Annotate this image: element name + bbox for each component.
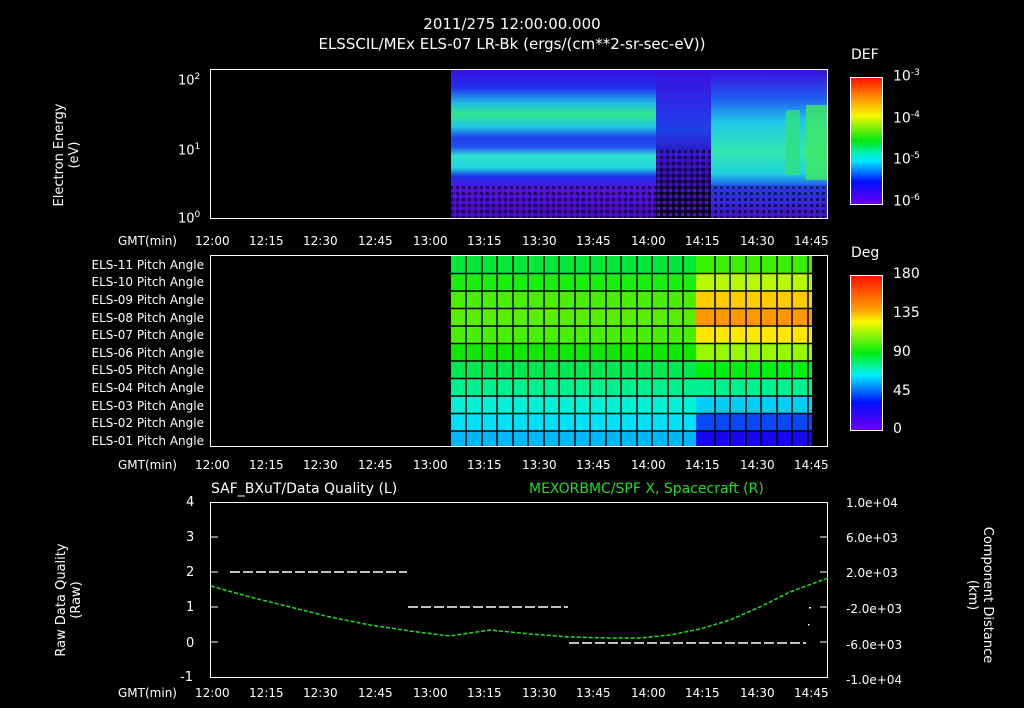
xtick: 13:00 bbox=[413, 458, 448, 472]
lineplot-right-title: MEXORBMC/SPF X, Spacecraft (R) bbox=[529, 481, 764, 497]
right-ytick: 2.0e+03 bbox=[846, 566, 898, 580]
right-ytick: -1.0e+04 bbox=[846, 673, 903, 687]
xtick: 12:00 bbox=[195, 458, 230, 472]
xtick: 13:15 bbox=[467, 686, 502, 700]
xtick: 13:30 bbox=[522, 458, 557, 472]
deg-tick-180: 180 bbox=[893, 266, 920, 282]
xtick: 12:15 bbox=[249, 458, 284, 472]
xtick: 13:45 bbox=[576, 234, 611, 248]
xtick: 12:45 bbox=[358, 458, 393, 472]
pitch-row-label: ELS-03 Pitch Angle bbox=[91, 399, 204, 413]
deg-colorbar-title: Deg bbox=[851, 245, 880, 261]
ytick-1e1: 101 bbox=[178, 142, 201, 159]
xtick: 14:45 bbox=[794, 234, 829, 248]
right-ytick: 6.0e+03 bbox=[846, 531, 898, 545]
pitch-row-label: ELS-09 Pitch Angle bbox=[91, 293, 204, 307]
left-ytick: 3 bbox=[186, 530, 195, 545]
xtick: 14:15 bbox=[685, 458, 720, 472]
xtick: 13:45 bbox=[576, 686, 611, 700]
lineplot-left-title: SAF_BXuT/Data Quality (L) bbox=[211, 481, 398, 497]
xtick: 12:30 bbox=[303, 234, 338, 248]
xtick: 14:00 bbox=[631, 458, 666, 472]
pitch-row-label: ELS-11 Pitch Angle bbox=[91, 258, 204, 272]
xtick: 14:15 bbox=[685, 234, 720, 248]
pitch-row-label: ELS-05 Pitch Angle bbox=[91, 363, 204, 377]
left-ytick: 4 bbox=[186, 495, 195, 510]
plot-subtitle: ELSSCIL/MEx ELS-07 LR-Bk (ergs/(cm**2-sr… bbox=[318, 35, 706, 53]
pitch-row-label: ELS-04 Pitch Angle bbox=[91, 381, 204, 395]
xtick: 13:30 bbox=[522, 686, 557, 700]
xtick: 14:45 bbox=[794, 686, 829, 700]
xtick: 12:45 bbox=[358, 686, 393, 700]
left-ytick: -1 bbox=[180, 670, 193, 685]
xtick: 12:30 bbox=[303, 686, 338, 700]
plot-timestamp: 2011/275 12:00:00.000 bbox=[423, 15, 601, 33]
xtick: 12:15 bbox=[249, 234, 284, 248]
xtick: 12:00 bbox=[195, 234, 230, 248]
xtick: 13:00 bbox=[413, 234, 448, 248]
deg-tick-90: 90 bbox=[893, 344, 911, 360]
xtick: 13:45 bbox=[576, 458, 611, 472]
right-ytick: -6.0e+03 bbox=[846, 638, 903, 652]
xtick: 14:00 bbox=[631, 686, 666, 700]
ytick-1e2: 102 bbox=[178, 72, 201, 89]
left-ytick: 1 bbox=[186, 600, 195, 615]
xtick: 14:00 bbox=[631, 234, 666, 248]
pitch-row-label: ELS-07 Pitch Angle bbox=[91, 328, 204, 342]
left-ytick: 0 bbox=[186, 636, 195, 651]
pitch-row-label: ELS-02 Pitch Angle bbox=[91, 416, 204, 430]
right-ytick: 1.0e+04 bbox=[846, 496, 898, 510]
xtick: 12:30 bbox=[303, 458, 338, 472]
xtick: 14:45 bbox=[794, 458, 829, 472]
xtick: 13:30 bbox=[522, 234, 557, 248]
def-tick-1e-3: 10-3 bbox=[893, 68, 920, 85]
xtick: 14:15 bbox=[685, 686, 720, 700]
xaxis-label: GMT(min) bbox=[118, 686, 177, 700]
pitch-row-label: ELS-06 Pitch Angle bbox=[91, 346, 204, 360]
def-tick-1e-6: 10-6 bbox=[893, 193, 920, 210]
xtick: 14:30 bbox=[740, 458, 775, 472]
xtick: 14:30 bbox=[740, 234, 775, 248]
def-tick-1e-5: 10-5 bbox=[893, 151, 920, 168]
xtick: 13:15 bbox=[467, 458, 502, 472]
deg-tick-45: 45 bbox=[893, 383, 911, 399]
xtick: 12:00 bbox=[195, 686, 230, 700]
xtick: 13:00 bbox=[413, 686, 448, 700]
deg-tick-135: 135 bbox=[893, 305, 920, 321]
xtick: 14:30 bbox=[740, 686, 775, 700]
xaxis-label: GMT(min) bbox=[118, 458, 177, 472]
right-ytick: -2.0e+03 bbox=[846, 602, 903, 616]
left-ytick: 2 bbox=[186, 565, 195, 580]
ytick-1e0: 100 bbox=[178, 210, 201, 227]
xtick: 12:45 bbox=[358, 234, 393, 248]
deg-tick-0: 0 bbox=[893, 421, 902, 437]
xaxis-label: GMT(min) bbox=[118, 234, 177, 248]
def-tick-1e-4: 10-4 bbox=[893, 110, 920, 127]
def-colorbar-title: DEF bbox=[851, 47, 879, 63]
pitch-row-label: ELS-10 Pitch Angle bbox=[91, 275, 204, 289]
xtick: 12:15 bbox=[249, 686, 284, 700]
pitch-row-label: ELS-08 Pitch Angle bbox=[91, 311, 204, 325]
xtick: 13:15 bbox=[467, 234, 502, 248]
pitch-row-label: ELS-01 Pitch Angle bbox=[91, 434, 204, 448]
